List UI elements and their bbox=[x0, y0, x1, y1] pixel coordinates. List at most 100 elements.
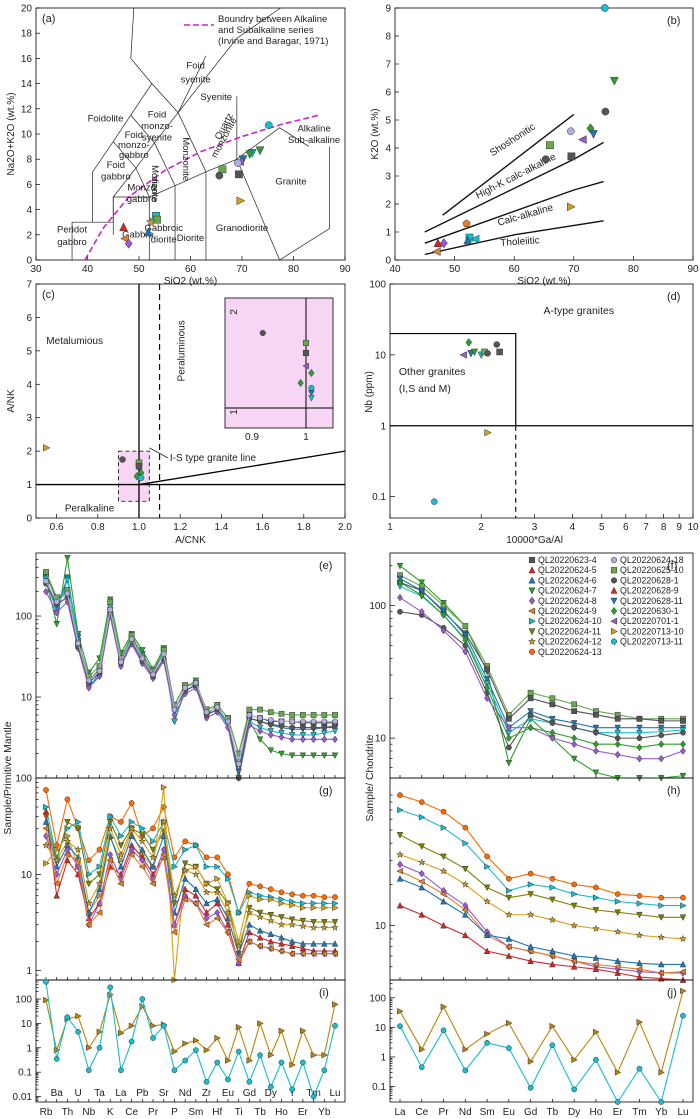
x-axis-label: 10000*Ga/Al bbox=[506, 535, 563, 546]
data-point bbox=[181, 875, 189, 882]
series-line bbox=[399, 597, 684, 760]
data-point bbox=[527, 1058, 535, 1065]
data-point bbox=[483, 897, 492, 905]
data-point bbox=[159, 817, 168, 826]
data-point bbox=[203, 863, 211, 870]
data-point bbox=[278, 896, 286, 903]
data-point bbox=[321, 900, 328, 907]
series-boundary-line bbox=[442, 113, 575, 216]
data-point bbox=[610, 638, 618, 645]
y-tick-label: 8 bbox=[26, 155, 32, 166]
data-point bbox=[431, 498, 438, 505]
diagonal-line bbox=[138, 450, 346, 486]
data-point bbox=[64, 576, 71, 584]
data-point bbox=[117, 842, 125, 850]
data-point bbox=[85, 880, 93, 888]
data-point bbox=[64, 1014, 71, 1021]
data-point bbox=[218, 165, 227, 174]
data-point bbox=[85, 857, 92, 864]
data-point bbox=[483, 931, 491, 939]
data-point bbox=[571, 701, 578, 708]
field-label: monzo- bbox=[141, 121, 173, 132]
y-tick-label: 0 bbox=[26, 514, 32, 525]
data-point bbox=[288, 950, 296, 957]
data-point bbox=[549, 728, 556, 737]
y-tick-label: 10 bbox=[21, 130, 33, 141]
data-point bbox=[505, 952, 513, 959]
series-line bbox=[399, 878, 683, 965]
data-point bbox=[128, 636, 135, 642]
data-point bbox=[213, 899, 221, 907]
series-line bbox=[45, 816, 335, 954]
data-point bbox=[483, 884, 491, 892]
data-point bbox=[418, 591, 425, 600]
x-tick-label: 40 bbox=[389, 264, 401, 275]
data-point bbox=[214, 1034, 221, 1042]
data-point bbox=[267, 731, 274, 739]
data-point bbox=[135, 462, 143, 470]
y-tick-label: 100 bbox=[369, 601, 386, 612]
x-tick-label: Pr bbox=[439, 1107, 450, 1118]
y-tick-label: 8 bbox=[385, 32, 391, 43]
data-point bbox=[182, 684, 188, 691]
data-point bbox=[203, 899, 210, 907]
legend-item: QL20220624-5 bbox=[538, 565, 597, 575]
data-point bbox=[463, 235, 473, 245]
data-point bbox=[127, 851, 135, 858]
data-point bbox=[278, 710, 285, 717]
legend-item: QL20220624-9 bbox=[538, 606, 597, 616]
data-point bbox=[570, 921, 579, 929]
data-point bbox=[418, 1046, 426, 1053]
data-point bbox=[299, 732, 307, 739]
field-label: Granodiorite bbox=[216, 223, 268, 234]
x-tick-label: Er bbox=[298, 1107, 309, 1118]
data-point bbox=[181, 885, 189, 893]
data-point bbox=[224, 929, 231, 936]
data-point bbox=[462, 623, 469, 630]
field-label: Foid bbox=[125, 130, 143, 141]
data-point bbox=[300, 712, 306, 718]
x-tick-label: La bbox=[394, 1107, 406, 1118]
data-point bbox=[570, 720, 578, 727]
field-label: Monzonite bbox=[180, 137, 191, 181]
x-tick-label: Eu bbox=[222, 1088, 234, 1099]
data-point bbox=[235, 760, 242, 767]
data-point bbox=[310, 892, 317, 899]
data-point bbox=[203, 1046, 211, 1054]
data-point bbox=[593, 747, 599, 755]
series-line bbox=[45, 789, 335, 915]
x-tick-label: Sm bbox=[188, 1107, 203, 1118]
data-point bbox=[96, 1028, 104, 1036]
field-label: Foid bbox=[107, 160, 125, 171]
data-point bbox=[96, 863, 104, 870]
data-point bbox=[658, 902, 665, 909]
series-line bbox=[399, 854, 684, 940]
data-point bbox=[310, 752, 317, 760]
data-point bbox=[636, 743, 643, 752]
plot-frame bbox=[35, 283, 346, 519]
data-point bbox=[225, 900, 232, 907]
data-point bbox=[592, 961, 599, 968]
data-point bbox=[42, 841, 50, 849]
data-point bbox=[549, 720, 556, 726]
y-tick-label: 1 bbox=[26, 1043, 32, 1054]
data-point bbox=[74, 845, 83, 854]
data-point bbox=[462, 1046, 469, 1053]
data-point bbox=[418, 607, 425, 616]
data-point bbox=[567, 152, 576, 161]
series-line bbox=[399, 834, 683, 918]
data-point bbox=[302, 339, 310, 347]
data-point bbox=[440, 626, 447, 635]
data-point bbox=[223, 908, 232, 917]
data-point bbox=[658, 894, 665, 901]
series-line bbox=[399, 863, 683, 974]
data-point bbox=[610, 617, 618, 625]
data-point bbox=[526, 910, 535, 919]
data-point bbox=[107, 813, 114, 820]
data-point bbox=[549, 960, 556, 968]
field-label: Diorite bbox=[177, 233, 204, 244]
data-point bbox=[546, 141, 554, 150]
field-label: Metalumious bbox=[46, 336, 103, 347]
data-point bbox=[278, 900, 286, 907]
data-point bbox=[614, 740, 621, 748]
